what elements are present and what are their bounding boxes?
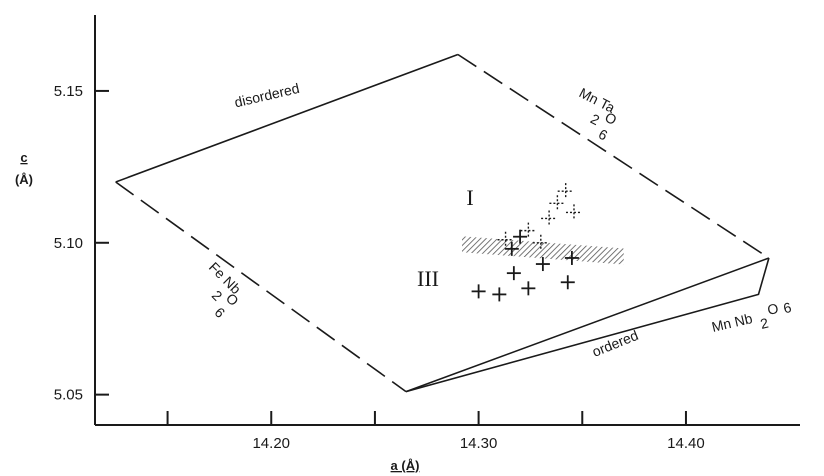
fenb2o6-label: Fe Nb 2 O 6 <box>206 259 244 321</box>
dotted-cross-point <box>549 195 566 212</box>
solid-cross-point <box>471 284 486 299</box>
disordered-edge <box>115 53 459 183</box>
solid-cross-point <box>506 266 521 281</box>
svg-text:O: O <box>766 300 780 318</box>
region-I-label: I <box>466 185 473 210</box>
mnta2o6-label: Mn Ta 2 O 6 <box>577 84 620 144</box>
dotted-cross-point <box>497 231 514 248</box>
solid-cross-point <box>504 241 519 256</box>
region-III-label: III <box>417 266 439 291</box>
dotted-cross-points <box>497 183 582 251</box>
y-axis-title-c: c <box>20 150 27 165</box>
lower-edge <box>405 257 770 393</box>
svg-text:2: 2 <box>759 315 770 332</box>
y-tick-label: 5.10 <box>54 235 83 252</box>
svg-text:6: 6 <box>596 126 610 144</box>
dotted-cross-point <box>520 222 537 239</box>
y-tick-label: 5.05 <box>54 387 83 404</box>
ordered-edge <box>405 257 770 393</box>
dotted-cross-point <box>541 210 558 227</box>
mnta2o6-edge <box>457 53 770 259</box>
solid-cross-point <box>560 275 575 290</box>
svg-text:2: 2 <box>588 110 602 128</box>
solid-cross-point <box>564 250 579 265</box>
y-tick-label: 5.15 <box>54 83 83 100</box>
dotted-cross-point <box>565 204 582 221</box>
hatched-band-shape <box>462 236 624 265</box>
y-axis-title-unit: (Å) <box>15 172 33 187</box>
ordered-label: ordered <box>590 327 641 360</box>
solid-cross-point <box>521 281 536 296</box>
x-tick-label: 14.20 <box>252 435 290 452</box>
solid-cross-points <box>471 229 579 302</box>
dotted-cross-point <box>557 183 574 200</box>
svg-text:6: 6 <box>212 304 229 321</box>
fenb2o6-edge <box>115 181 407 393</box>
x-ticks: 14.20 14.30 14.40 <box>166 411 705 452</box>
x-tick-label: 14.40 <box>667 435 705 452</box>
svg-text:Mn Nb: Mn Nb <box>710 310 754 335</box>
disordered-label: disordered <box>233 80 301 110</box>
solid-cross-point <box>535 257 550 272</box>
hatched-band <box>462 236 624 265</box>
y-ticks: 5.05 5.10 5.15 <box>54 83 109 404</box>
x-tick-label: 14.30 <box>460 435 498 452</box>
phase-boundary <box>115 53 770 393</box>
solid-cross-point <box>513 229 528 244</box>
solid-cross-point <box>492 287 507 302</box>
x-axis-title: a (Å) <box>391 458 420 473</box>
dotted-cross-point <box>532 234 549 251</box>
svg-text:6: 6 <box>782 299 793 316</box>
